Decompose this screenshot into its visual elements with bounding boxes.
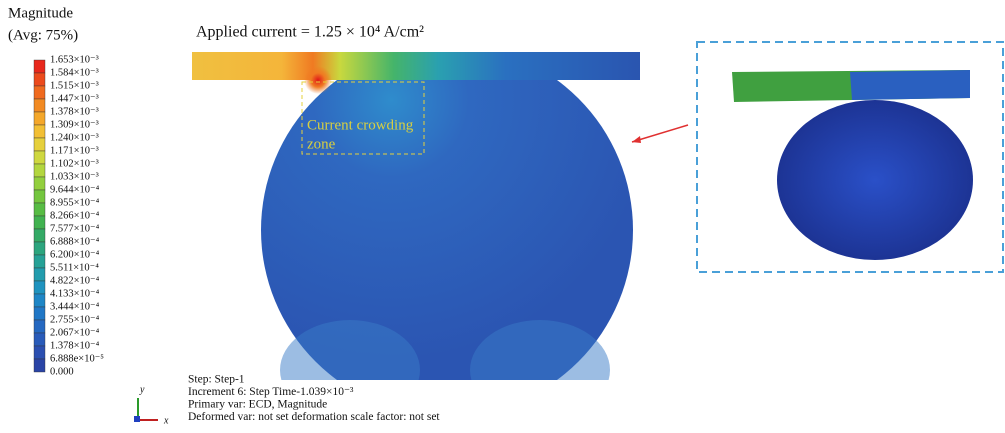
info-line: Step: Step-1: [188, 374, 245, 386]
legend-level: 1.309×10⁻³: [50, 119, 99, 130]
color-band: [34, 125, 45, 138]
legend-level: 2.755×10⁻⁴: [50, 314, 100, 325]
annotation: zone: [307, 136, 336, 152]
axis-label: y: [139, 384, 145, 395]
legend-level: 1.515×10⁻³: [50, 80, 99, 91]
legend-title: Magnitude: [8, 5, 73, 21]
legend-level: 1.033×10⁻³: [50, 171, 99, 182]
color-band: [34, 307, 45, 320]
legend-level: 7.577×10⁻⁴: [50, 223, 100, 234]
color-band: [34, 281, 45, 294]
color-band: [34, 333, 45, 346]
legend-level: 0.000: [50, 366, 74, 377]
legend-level: 9.644×10⁻⁴: [50, 184, 100, 195]
legend-level: 1.171×10⁻³: [50, 145, 99, 156]
legend-subtitle: (Avg: 75%): [8, 27, 78, 43]
color-band: [34, 138, 45, 151]
color-band: [34, 151, 45, 164]
legend-level: 1.102×10⁻³: [50, 158, 99, 169]
legend-level: 2.067×10⁻⁴: [50, 327, 100, 338]
legend-level: 8.955×10⁻⁴: [50, 197, 100, 208]
legend-level: 6.888e×10⁻⁵: [50, 353, 104, 364]
axis-label: x: [163, 415, 169, 426]
color-band: [34, 86, 45, 99]
annotation: Current crowding: [307, 117, 414, 133]
legend-level: 6.200×10⁻⁴: [50, 249, 100, 260]
legend-level: 1.378×10⁻⁴: [50, 340, 100, 351]
color-band: [34, 255, 45, 268]
legend-level: 4.133×10⁻⁴: [50, 288, 100, 299]
color-band: [34, 203, 45, 216]
color-band: [34, 346, 45, 359]
legend-level: 8.266×10⁻⁴: [50, 210, 100, 221]
color-band: [34, 242, 45, 255]
color-band: [34, 216, 45, 229]
color-band: [34, 229, 45, 242]
color-band: [34, 359, 45, 372]
color-band: [34, 268, 45, 281]
color-band: [34, 320, 45, 333]
legend-level: 5.511×10⁻⁴: [50, 262, 99, 273]
color-band: [34, 177, 45, 190]
legend-level: 1.447×10⁻³: [50, 93, 99, 104]
color-band: [34, 164, 45, 177]
simulation: [192, 44, 640, 420]
info-line: Primary var: ECD, Magnitude: [188, 399, 327, 411]
legend-level: 1.653×10⁻³: [50, 54, 99, 65]
figure-title: Applied current = 1.25 × 10⁴ A/cm²: [196, 24, 424, 41]
legend-level: 6.888×10⁻⁴: [50, 236, 100, 247]
legend-level: 3.444×10⁻⁴: [50, 301, 100, 312]
color-band: [34, 73, 45, 86]
color-band: [34, 60, 45, 73]
inset: [632, 42, 1003, 272]
legend-level: 1.240×10⁻³: [50, 132, 99, 143]
info-line: Deformed var: not set deformation scale …: [188, 411, 440, 423]
color-band: [34, 190, 45, 203]
legend-level: 1.584×10⁻³: [50, 67, 99, 78]
color-band: [34, 112, 45, 125]
figure: y x Magnitude (Avg: 75%) Applied current…: [0, 0, 1005, 433]
color-band: [34, 294, 45, 307]
axis-triad: y x: [134, 384, 169, 426]
legend-level: 4.822×10⁻⁴: [50, 275, 100, 286]
info-line: Increment 6: Step Time-1.039×10⁻³: [188, 386, 354, 398]
legend-level: 1.378×10⁻³: [50, 106, 99, 117]
color-band: [34, 99, 45, 112]
